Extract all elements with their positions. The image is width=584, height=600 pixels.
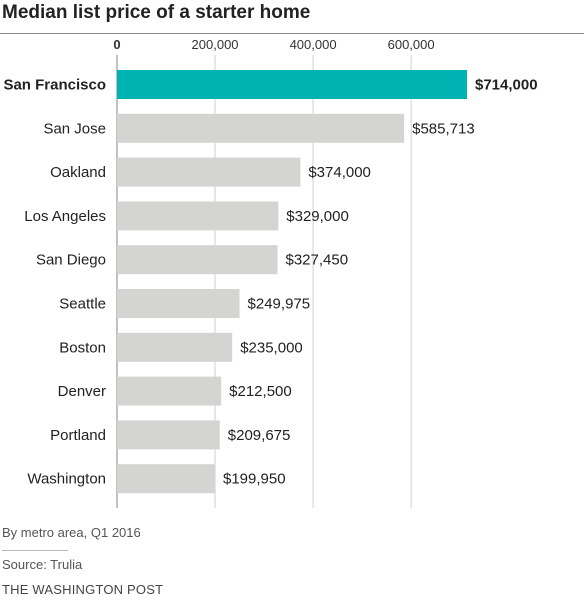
bar bbox=[117, 289, 240, 318]
bar bbox=[117, 376, 222, 406]
value-label: $199,950 bbox=[223, 471, 286, 488]
value-label: $209,675 bbox=[228, 427, 291, 444]
x-tick-label: 200,000 bbox=[192, 37, 239, 52]
bar bbox=[117, 70, 467, 99]
category-label: Seattle bbox=[59, 296, 106, 313]
bar bbox=[117, 201, 279, 231]
chart-title: Median list price of a starter home bbox=[2, 2, 311, 23]
value-label: $374,000 bbox=[308, 164, 371, 181]
title-rule bbox=[0, 33, 584, 34]
value-label: $327,450 bbox=[286, 252, 349, 269]
value-label: $329,000 bbox=[286, 208, 349, 225]
category-label: Washington bbox=[27, 471, 106, 488]
bar bbox=[117, 420, 220, 450]
category-label: Denver bbox=[58, 383, 106, 400]
category-label: Portland bbox=[50, 427, 106, 444]
x-tick-label: 0 bbox=[113, 37, 120, 52]
category-label: San Francisco bbox=[3, 77, 106, 94]
bar bbox=[117, 245, 278, 275]
bar-chart: 0 200,000 400,000 600,000 San Francisco $714,… bbox=[3, 37, 538, 508]
bar bbox=[117, 464, 216, 494]
category-label: Los Angeles bbox=[24, 208, 106, 225]
bar bbox=[117, 113, 405, 143]
source-text: Source: Trulia bbox=[2, 557, 83, 572]
source-divider bbox=[2, 550, 68, 551]
value-label: $212,500 bbox=[229, 383, 292, 400]
category-label: Boston bbox=[59, 339, 106, 356]
bar bbox=[117, 332, 233, 362]
chart-note: By metro area, Q1 2016 bbox=[2, 525, 141, 540]
category-label: San Jose bbox=[43, 120, 106, 137]
x-tick-label: 400,000 bbox=[290, 37, 337, 52]
category-label: Oakland bbox=[50, 164, 106, 181]
value-label: $235,000 bbox=[240, 339, 303, 356]
category-label: San Diego bbox=[36, 252, 106, 269]
value-label: $585,713 bbox=[412, 120, 475, 137]
x-tick-label: 600,000 bbox=[388, 37, 435, 52]
value-label: $249,975 bbox=[248, 296, 311, 313]
credit-text: THE WASHINGTON POST bbox=[2, 582, 164, 597]
bar bbox=[117, 157, 301, 187]
value-label: $714,000 bbox=[475, 77, 538, 94]
